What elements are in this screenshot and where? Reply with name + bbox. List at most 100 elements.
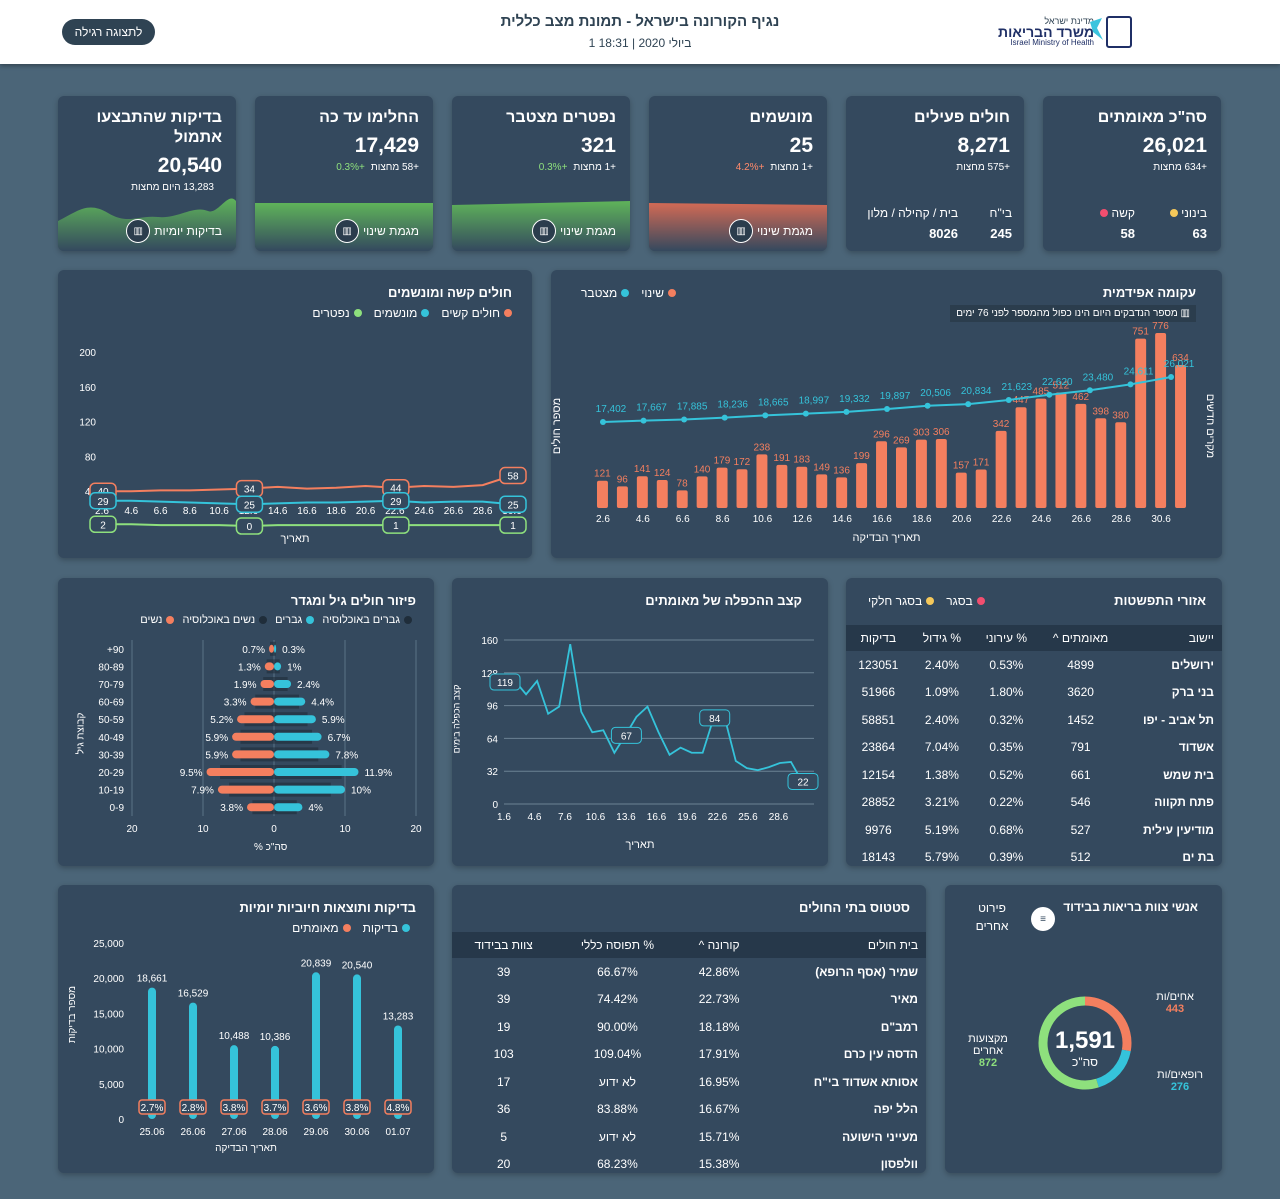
table-row[interactable]: ירושלים 4899 0.53% 2.40% 123051 xyxy=(846,651,1222,679)
table-header: בית חולים קורונה ^% תפוסה כללי צוות בבידוד xyxy=(452,932,926,958)
bar xyxy=(1135,338,1147,508)
chart-legend: חולים קשים מונשמים נפטרים xyxy=(312,306,512,320)
table-row[interactable]: רמב"ם 18.18% 90.00% 19 xyxy=(452,1013,926,1041)
table-cell: 5.19% xyxy=(924,822,959,837)
home-label: בית / קהילה / מלון xyxy=(867,206,958,220)
legend-item[interactable]: גברים באוכלוסיה xyxy=(322,614,412,626)
legend-label: מאומתים xyxy=(292,921,339,935)
column-header[interactable]: מאומתים ^ xyxy=(1039,625,1122,651)
trend-button[interactable]: מגמת שינוי ▥ xyxy=(532,219,616,243)
table-cell: לא ידוע xyxy=(598,1129,636,1144)
legend-item[interactable]: בסגר חלקי xyxy=(868,594,935,608)
x-tick-label: 13.6 xyxy=(616,812,636,823)
kpi-delta: +58 מחצות xyxy=(370,162,419,173)
table-cell: בת ים xyxy=(1182,850,1214,865)
x-tick-label: 16.6 xyxy=(297,506,317,517)
table-cell: 17 xyxy=(497,1074,511,1089)
tests-chart: 0 5,000 10,000 15,000 20,000 25,000 18,661 2.7%… xyxy=(93,939,413,1138)
trend-button[interactable]: מגמת שינוי ▥ xyxy=(729,219,813,243)
table-cell: 20 xyxy=(497,1157,511,1172)
table-row[interactable]: שמיר (אסף הרופא) 42.86% 66.67% 39 xyxy=(452,958,926,986)
bar-label: 199 xyxy=(853,451,870,462)
column-header[interactable]: % עירוני xyxy=(973,625,1040,651)
epi-note-text: מספר הנדבקים היום הינו כפול מהמספר לפני … xyxy=(956,308,1178,319)
hosp-label: בי"ח xyxy=(989,206,1012,220)
legend-dot-icon xyxy=(976,597,985,605)
bar xyxy=(995,430,1007,508)
details-link[interactable]: פירוט אחרים xyxy=(975,901,1009,933)
table-row[interactable]: מודיעין עילית 527 0.68% 5.19% 9976 xyxy=(846,816,1222,844)
table-row[interactable]: מאיר 22.73% 74.42% 39 xyxy=(452,986,926,1014)
table-row[interactable]: בת ים 512 0.39% 5.79% 18143 xyxy=(846,844,1222,867)
legend-item[interactable]: מצטבר xyxy=(581,286,630,300)
pct-box xyxy=(343,1099,371,1115)
kpi-delta: +1 מחצות xyxy=(770,162,813,173)
table-cell: 1.80% xyxy=(989,685,1024,700)
legend-item[interactable]: מונשמים xyxy=(374,306,430,320)
column-header[interactable]: צוות בבידוד xyxy=(452,932,556,958)
bar xyxy=(836,477,848,508)
legend-item[interactable]: שינוי xyxy=(641,286,676,300)
legend-item[interactable]: בדיקות xyxy=(363,921,410,935)
legend-item[interactable]: מאומתים xyxy=(292,921,351,935)
column-header[interactable]: קורונה ^ xyxy=(679,932,759,958)
column-header[interactable]: בדיקות xyxy=(846,625,911,651)
nurses-label: אחים/ות xyxy=(1156,991,1194,1003)
trend-label: בדיקות יומיות xyxy=(154,224,222,238)
kpi-deceased: נפטרים מצטבר 321 +1 מחצות +0.3% מגמת שינו… xyxy=(452,96,630,251)
bar xyxy=(975,469,987,508)
legend-item[interactable]: גברים xyxy=(275,614,315,626)
bar-label: 149 xyxy=(813,462,830,473)
legend-item[interactable]: נפטרים xyxy=(312,306,362,320)
x-tick-label: 25.6 xyxy=(738,812,758,823)
menu-icon[interactable]: ≡ xyxy=(1031,907,1055,931)
bar-label: 776 xyxy=(1152,321,1169,332)
table-row[interactable]: תל אביב - יפו 1452 0.32% 2.40% 58851 xyxy=(846,706,1222,734)
column-header[interactable]: יישוב xyxy=(1121,625,1222,651)
pct-box xyxy=(220,1099,248,1115)
pct-box xyxy=(261,1099,289,1115)
table-row[interactable]: הלל יפה 16.67% 83.88% 36 xyxy=(452,1096,926,1124)
men-label: 4% xyxy=(308,803,323,814)
table-row[interactable]: פתח תקווה 546 0.22% 3.21% 28852 xyxy=(846,789,1222,817)
table-row[interactable]: אשדוד 791 0.35% 7.04% 23864 xyxy=(846,734,1222,762)
bar-label: 96 xyxy=(617,474,629,485)
bar-label: 191 xyxy=(773,453,790,464)
series-line-0 xyxy=(102,474,513,493)
chart-legend: גברים באוכלוסיה גברים נשים באוכלוסיה נשי… xyxy=(140,614,412,626)
column-header[interactable]: בית חולים xyxy=(758,932,926,958)
men-bar xyxy=(274,644,277,653)
tests-label: 20,540 xyxy=(342,960,373,971)
table-row[interactable]: אסותא אשדוד בי"ח 16.95% לא ידוע 17 xyxy=(452,1068,926,1096)
x-axis-label: תאריך הבדיקה xyxy=(852,532,921,544)
trend-button[interactable]: מגמת שינוי ▥ xyxy=(335,219,419,243)
series-line-1 xyxy=(102,499,513,506)
bar xyxy=(856,463,868,508)
women-bar xyxy=(232,750,274,759)
legend-item[interactable]: חולים קשים xyxy=(441,306,512,320)
bar-label: 447 xyxy=(1013,395,1030,406)
legend-item[interactable]: נשים xyxy=(140,614,175,626)
table-row[interactable]: בני ברק 3620 1.80% 1.09% 51966 xyxy=(846,679,1222,707)
table-row[interactable]: מעייני הישועה 15.71% לא ידוע 5 xyxy=(452,1123,926,1151)
table-row[interactable]: הדסה עין כרם 17.91% 109.04% 103 xyxy=(452,1041,926,1069)
table-row[interactable]: וולפסון 15.38% 68.23% 20 xyxy=(452,1151,926,1174)
age-group-label: 30-39 xyxy=(98,750,124,761)
table-row[interactable]: בית שמש 661 0.52% 1.38% 12154 xyxy=(846,761,1222,789)
kpi-ventilated: מונשמים 25 +1 מחצות +4.2% מגמת שינוי ▥ xyxy=(649,96,827,251)
legend-item[interactable]: בסגר xyxy=(946,594,985,608)
x-tick-label: 26.06 xyxy=(180,1127,205,1138)
kpi-delta: +634 מחצות xyxy=(1153,162,1207,173)
column-header[interactable]: % תפוסה כללי xyxy=(555,932,680,958)
men-label: 10% xyxy=(351,786,371,797)
table-cell: 90.00% xyxy=(597,1019,638,1034)
normal-view-button[interactable]: לתצוגה רגילה xyxy=(62,19,155,45)
men-label: 11.9% xyxy=(364,768,392,779)
trend-button[interactable]: בדיקות יומיות ▥ xyxy=(126,219,222,243)
bar-label: 380 xyxy=(1112,410,1129,421)
legend-item[interactable]: נשים באוכלוסיה xyxy=(182,614,268,626)
column-header[interactable]: % גידול xyxy=(910,625,974,651)
data-label-box xyxy=(499,495,527,513)
x-tick-label: 26.6 xyxy=(1072,514,1092,525)
legend-label: מונשמים xyxy=(373,306,418,320)
